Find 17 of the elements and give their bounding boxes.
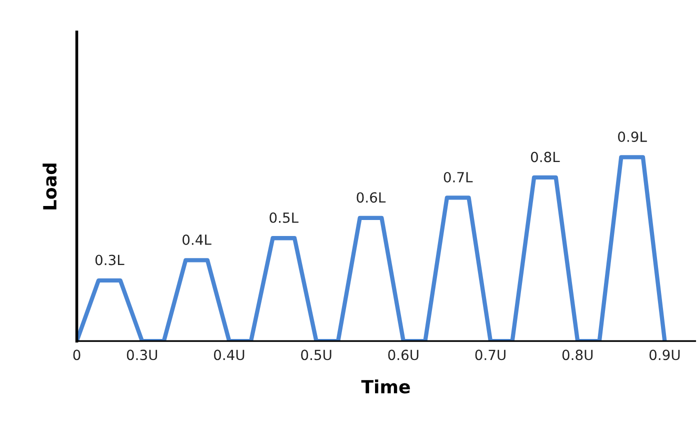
x-tick-label: 0.5U	[301, 350, 332, 360]
x-tick-label: 0.4U	[214, 350, 244, 360]
annotation: 0.5L	[270, 212, 298, 223]
x-tick-label: 0.9U	[650, 350, 680, 360]
x-tick-label: 0.6U	[388, 350, 418, 360]
x-tick-label: 0	[73, 350, 80, 360]
annotation: 0.8L	[530, 152, 560, 162]
annotation: 0.3L	[95, 254, 124, 266]
annotation: 0.4L	[182, 234, 212, 245]
annotation: 0.7L	[444, 172, 473, 182]
x-axis-title: Time	[361, 380, 410, 394]
x-tick-label: 0.8U	[562, 350, 593, 360]
annotation: 0.6L	[356, 192, 386, 203]
x-tick-label: 0.7U	[475, 350, 506, 360]
annotation: 0.9L	[618, 132, 647, 142]
y-axis-title: Load	[42, 164, 57, 210]
x-tick-label: 0.3U	[126, 350, 158, 360]
